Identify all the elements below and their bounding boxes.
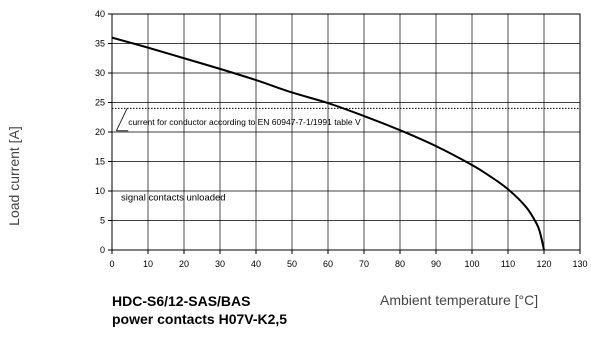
product-title-line-2: power contacts H07V-K2,5 [112,311,288,327]
x-tick-label: 40 [251,259,261,269]
y-tick-label: 0 [100,245,105,255]
x-tick-label: 10 [143,259,153,269]
y-tick-label: 30 [95,68,105,78]
x-tick-label: 80 [395,259,405,269]
reference-annotation: current for conductor according to EN 60… [128,117,361,127]
y-tick-label: 40 [95,9,105,19]
grid [111,13,581,251]
y-tick-label: 20 [95,127,105,137]
product-title-line-1: HDC-S6/12-SAS/BAS [112,293,251,309]
x-tick-label: 70 [359,259,369,269]
y-tick-label: 25 [95,98,105,108]
x-tick-label: 100 [464,259,479,269]
x-tick-label: 60 [323,259,333,269]
y-axis-label: Load current [A] [6,126,22,226]
x-tick-label: 120 [536,259,551,269]
x-tick-label: 50 [287,259,297,269]
y-tick-label: 15 [95,157,105,167]
signal-annotation: signal contacts unloaded [121,192,226,203]
reference-annotation-pointer [115,108,129,132]
series-line-load-current [111,36,545,251]
x-tick-label: 90 [431,259,441,269]
y-tick-label: 5 [100,216,105,226]
x-tick-label: 130 [572,259,587,269]
x-tick-label: 0 [109,259,114,269]
product-title: HDC-S6/12-SAS/BAS power contacts H07V-K2… [112,292,287,328]
x-axis-ticks: 0 10 20 30 40 50 60 70 80 90 100 110 120 130 [109,250,588,269]
y-axis-ticks: 0 5 10 15 20 25 30 35 40 [95,9,112,255]
y-tick-label: 10 [95,186,105,196]
x-tick-label: 30 [215,259,225,269]
x-tick-label: 110 [501,259,515,269]
x-tick-label: 20 [179,259,189,269]
y-tick-label: 35 [95,39,105,49]
x-axis-label: Ambient temperature [°C] [380,292,539,308]
